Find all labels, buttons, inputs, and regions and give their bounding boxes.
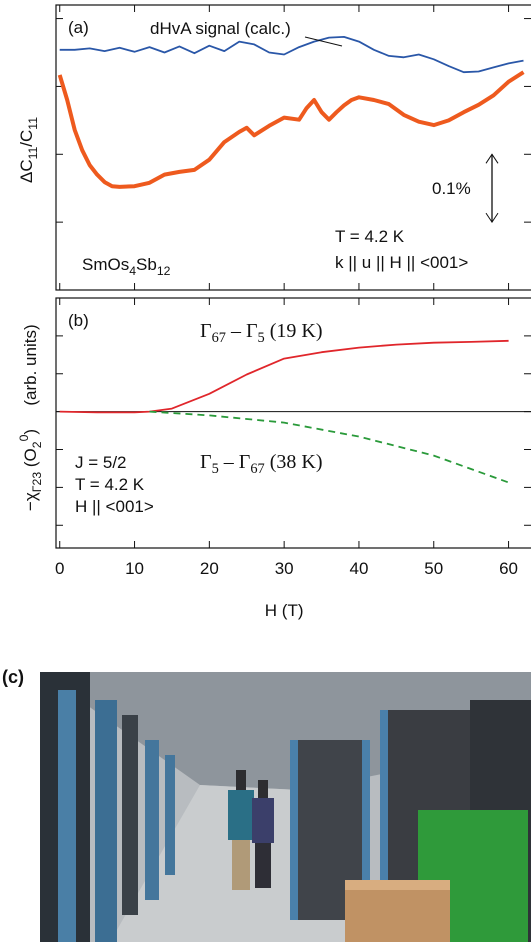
annotation: J = 5/2 bbox=[75, 453, 127, 472]
annotation: T = 4.2 K bbox=[335, 227, 405, 246]
legend-label: Γ67 – Γ5 (19 K) bbox=[200, 320, 322, 346]
text-part: 67 bbox=[250, 461, 264, 477]
text-part: ) bbox=[21, 429, 40, 435]
annotation: H || <001> bbox=[75, 497, 154, 516]
legend-label: Γ5 – Γ67 (38 K) bbox=[200, 451, 322, 477]
text-part: 11 bbox=[26, 117, 40, 130]
text-part: (O bbox=[21, 448, 40, 472]
x-tick-label: 10 bbox=[125, 559, 144, 578]
panel-label: (c) bbox=[2, 667, 24, 687]
panel-label: (a) bbox=[68, 18, 89, 37]
series-line bbox=[59, 339, 509, 414]
text-part: ΔC bbox=[17, 159, 36, 183]
series-line bbox=[59, 36, 524, 74]
text-part: /C bbox=[17, 130, 36, 147]
compound-label: SmOs4Sb12 bbox=[82, 255, 171, 278]
text-part: Γ bbox=[200, 451, 212, 473]
text-part: 4 bbox=[129, 264, 136, 278]
x-tick-label: 20 bbox=[200, 559, 219, 578]
annotation: T = 4.2 K bbox=[75, 475, 145, 494]
legend-label: dHvA signal (calc.) bbox=[150, 19, 291, 38]
text-part: 67 bbox=[212, 330, 226, 346]
y-axis-label: ΔC11/C11 bbox=[17, 117, 40, 183]
text-part: Γ23 bbox=[30, 472, 44, 493]
x-axis-label: H (T) bbox=[265, 601, 304, 620]
text-part: 0 bbox=[17, 434, 31, 441]
text-part: 12 bbox=[157, 264, 171, 278]
text-part: 2 bbox=[30, 441, 44, 448]
text-part: 5 bbox=[212, 461, 219, 477]
text-part: Sb bbox=[136, 255, 157, 274]
legend-pointer bbox=[304, 36, 343, 47]
y-axis-label: −χΓ23 (O20) bbox=[17, 429, 44, 511]
text-part: SmOs bbox=[82, 255, 129, 274]
text-part: (19 K) bbox=[265, 320, 323, 342]
scale-label: 0.1% bbox=[432, 179, 471, 198]
x-tick-label: 40 bbox=[349, 559, 368, 578]
text-part: – Γ bbox=[219, 451, 251, 473]
x-tick-label: 50 bbox=[424, 559, 443, 578]
scale-arrow bbox=[485, 153, 499, 224]
series-line bbox=[149, 410, 509, 484]
text-part: – Γ bbox=[226, 320, 258, 342]
text-part: Γ bbox=[200, 320, 212, 342]
text-part: (38 K) bbox=[265, 451, 323, 473]
plot-frame bbox=[55, 4, 531, 291]
photo bbox=[40, 672, 531, 942]
plot-frame bbox=[55, 297, 531, 549]
x-tick-label: 60 bbox=[499, 559, 518, 578]
annotation: k || u || H || <001> bbox=[335, 253, 468, 272]
series-line bbox=[57, 70, 525, 189]
text-part: −χ bbox=[21, 492, 40, 511]
panel-label: (b) bbox=[68, 311, 89, 330]
y-axis-units: (arb. units) bbox=[21, 324, 40, 405]
text-part: 5 bbox=[258, 330, 265, 346]
text-part: 11 bbox=[26, 146, 40, 159]
x-tick-label: 0 bbox=[55, 559, 64, 578]
x-tick-label: 30 bbox=[275, 559, 294, 578]
